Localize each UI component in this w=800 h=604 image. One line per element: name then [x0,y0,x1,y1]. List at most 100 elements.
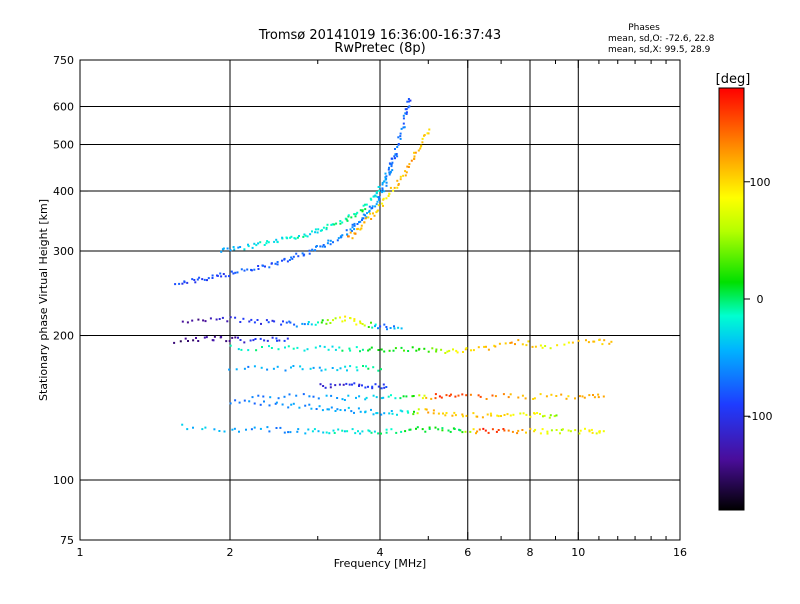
data-point [292,365,295,367]
y-tick-label: 200 [53,330,74,343]
data-point [385,431,388,434]
data-point [380,189,383,192]
data-point [298,406,301,409]
data-point [212,339,215,342]
data-point [383,412,386,415]
data-point [375,192,378,195]
data-point [277,397,280,400]
data-point [448,394,451,397]
data-point [222,273,225,275]
data-point [567,429,570,432]
data-point [377,204,380,207]
data-point [202,319,205,322]
data-point [399,178,402,181]
data-point [380,432,382,435]
data-point [378,189,381,192]
data-point [290,403,293,406]
data-point [230,270,233,273]
data-point [248,320,251,323]
data-point [312,366,315,369]
data-point [234,271,237,274]
data-point [484,429,487,432]
data-point [402,395,405,398]
data-point [432,412,435,415]
y-tick-label: 750 [53,54,74,67]
data-point [228,368,231,371]
data-point [483,345,486,348]
data-point [394,153,397,156]
data-point [362,204,365,207]
data-point [567,341,570,344]
data-point [365,203,368,206]
data-point [448,349,451,352]
data-point [304,432,307,435]
data-point [361,430,364,433]
chart-title: Tromsø 20141019 16:36:00-16:37:43 [258,28,501,43]
data-point [427,350,430,353]
data-point [476,430,479,433]
data-point [405,171,408,174]
data-point [339,409,342,411]
data-point [392,349,395,352]
data-point [364,208,367,211]
data-point [486,413,489,416]
data-point [450,393,452,396]
data-point [424,408,427,411]
data-point [359,350,361,353]
data-point [367,367,370,370]
data-point [475,432,477,435]
data-point [276,261,279,263]
data-point [322,431,325,434]
data-point [253,321,256,324]
data-point [234,399,237,402]
data-point [569,430,572,433]
data-point [385,428,388,431]
data-point [367,326,370,328]
data-point [209,317,212,320]
data-point [191,278,194,281]
data-point [532,398,535,400]
data-point [377,369,380,372]
data-point [266,339,269,342]
data-point [478,428,481,431]
data-point [597,396,600,399]
data-point [276,365,279,368]
data-point [356,369,359,372]
data-point [376,200,379,203]
data-point [511,430,514,433]
data-point [509,342,512,344]
x-tick-label: 6 [464,546,471,559]
data-point [268,266,271,269]
data-point [197,340,200,342]
data-point [400,430,403,433]
data-point [405,113,408,115]
data-point [314,228,317,231]
data-point [411,395,414,398]
data-point [239,246,242,248]
data-point [341,234,344,237]
data-point [597,393,600,396]
data-point [266,368,269,371]
data-point [522,412,525,415]
data-point [237,246,240,249]
data-point [421,397,424,400]
data-point [381,191,384,194]
data-point [253,426,256,429]
data-point [388,349,391,352]
data-point [231,428,234,431]
data-point [250,428,253,431]
data-point [424,430,427,433]
data-point [533,412,536,415]
data-point [394,347,397,350]
data-point [402,122,405,125]
data-point [326,223,329,226]
data-point [539,432,542,435]
data-point [548,416,551,419]
data-point [351,223,354,226]
data-point [341,429,344,432]
data-point [376,412,379,415]
data-point [266,426,269,429]
data-point [444,352,447,354]
data-point [347,235,350,238]
data-point [416,412,419,415]
